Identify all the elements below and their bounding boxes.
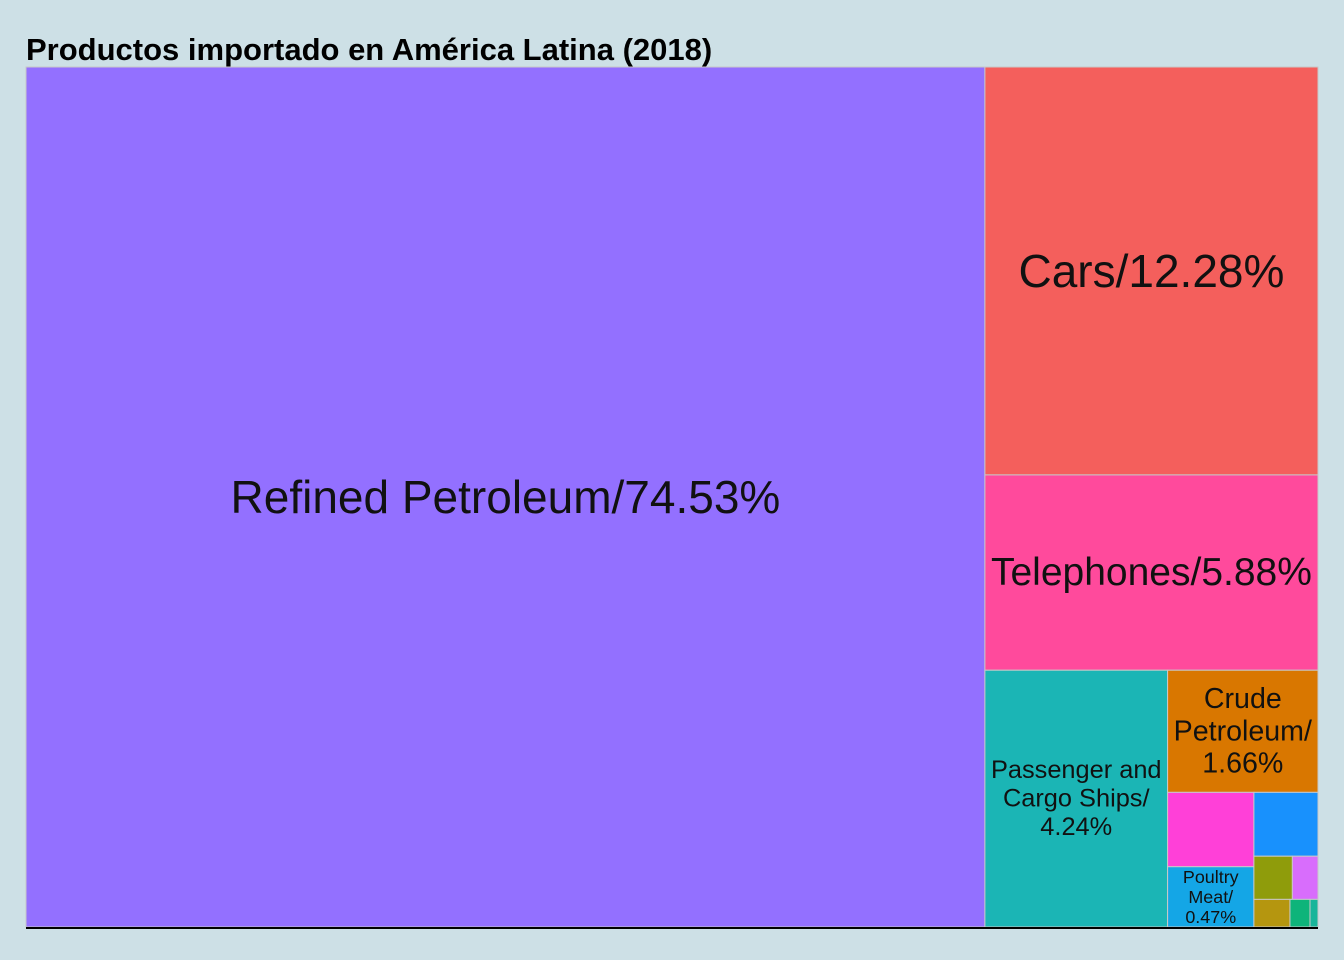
- tile-label-passenger-and-cargo-ships: Passenger and: [991, 756, 1162, 784]
- tile-label-poultry-meat: Meat/: [1188, 887, 1233, 907]
- tile-label-telephones: Telephones/5.88%: [991, 551, 1312, 594]
- tile-label-poultry-meat: Poultry: [1183, 867, 1239, 887]
- tile-label-cars: Cars/12.28%: [1018, 245, 1284, 297]
- tile-item-10: [1254, 899, 1290, 927]
- tile-label-crude-petroleum: 1.66%: [1202, 747, 1283, 779]
- tile-item-9: [1292, 856, 1318, 899]
- tile-label-crude-petroleum: Crude: [1204, 683, 1282, 715]
- tile-label-poultry-meat: 0.47%: [1185, 907, 1236, 927]
- tile-item-12: [1310, 899, 1318, 927]
- tile-item-7: [1254, 792, 1318, 856]
- tile-label-passenger-and-cargo-ships: 4.24%: [1040, 813, 1112, 841]
- tile-label-passenger-and-cargo-ships: Cargo Ships/: [1003, 785, 1151, 813]
- tile-item-11: [1290, 899, 1310, 927]
- tile-label-crude-petroleum: Petroleum/: [1174, 715, 1312, 747]
- tile-item-5: [1168, 792, 1254, 866]
- tile-item-8: [1254, 856, 1292, 899]
- tile-label-refined-petroleum: Refined Petroleum/74.53%: [231, 471, 781, 523]
